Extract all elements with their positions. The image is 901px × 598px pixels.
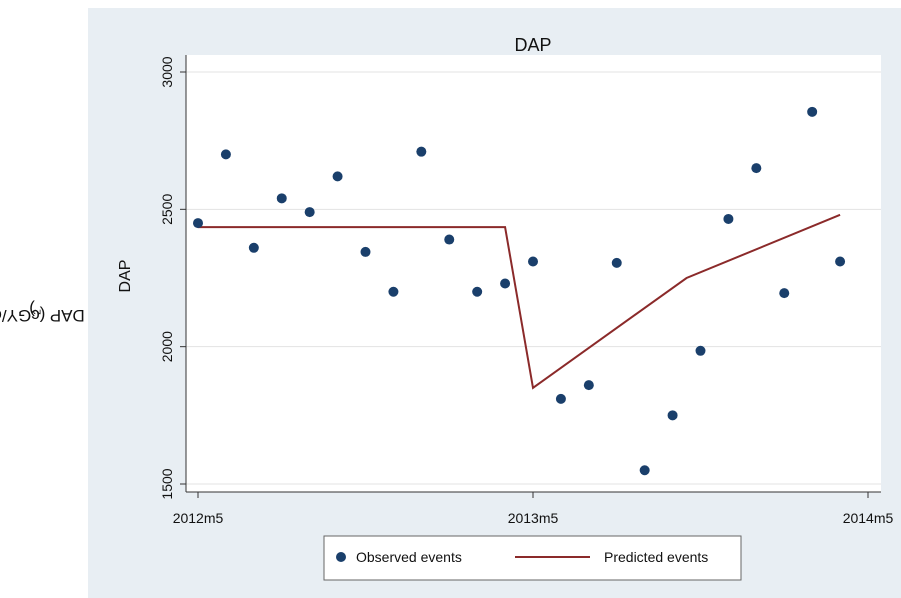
legend-observed-label: Observed events xyxy=(356,549,462,565)
x-tick-label-2012m5: 2012m5 xyxy=(173,510,224,526)
x-tick-label-2014m5: 2014m5 xyxy=(843,510,894,526)
chart-title: DAP xyxy=(514,35,551,55)
observed-point-13 xyxy=(555,393,566,404)
observed-point-8 xyxy=(416,146,427,157)
observed-point-15 xyxy=(611,257,622,268)
observed-point-2 xyxy=(248,242,259,253)
observed-point-12 xyxy=(528,256,538,267)
observed-point-20 xyxy=(751,163,762,174)
y-axis-label: DAP xyxy=(117,260,134,293)
y-tick-label-2000: 2000 xyxy=(159,331,175,362)
legend: Observed events Predicted events xyxy=(323,535,742,581)
observed-point-22 xyxy=(807,106,818,117)
observed-point-11 xyxy=(500,278,511,289)
observed-series xyxy=(193,106,846,476)
observed-point-10 xyxy=(472,286,483,297)
observed-point-18 xyxy=(695,345,706,356)
observed-point-7 xyxy=(388,286,399,297)
observed-point-1 xyxy=(220,149,231,160)
observed-point-0 xyxy=(193,218,203,229)
legend-predicted-label: Predicted events xyxy=(604,549,708,565)
x-axis-ticks: 2012m5 2013m5 2014m5 xyxy=(173,492,894,526)
y-tick-label-3000: 3000 xyxy=(159,56,175,87)
observed-point-23 xyxy=(835,256,846,267)
x-tick-label-2013m5: 2013m5 xyxy=(508,510,559,526)
observed-point-21 xyxy=(779,288,790,299)
observed-point-16 xyxy=(639,465,650,476)
observed-point-14 xyxy=(583,380,594,391)
observed-point-3 xyxy=(276,193,287,204)
observed-point-4 xyxy=(304,207,315,218)
predicted-series xyxy=(198,213,841,390)
observed-point-5 xyxy=(332,171,343,182)
observed-point-9 xyxy=(444,234,455,245)
observed-point-19 xyxy=(723,213,734,224)
y-tick-label-1500: 1500 xyxy=(159,468,175,499)
gridlines xyxy=(186,71,881,485)
observed-point-17 xyxy=(667,410,678,421)
y-axis-ticks: 1500 2000 2500 3000 xyxy=(159,56,186,500)
legend-observed-marker xyxy=(336,552,346,562)
y-tick-label-2500: 2500 xyxy=(159,194,175,225)
plot-area xyxy=(186,55,881,492)
observed-point-6 xyxy=(360,246,371,257)
predicted-events-line xyxy=(198,213,841,390)
